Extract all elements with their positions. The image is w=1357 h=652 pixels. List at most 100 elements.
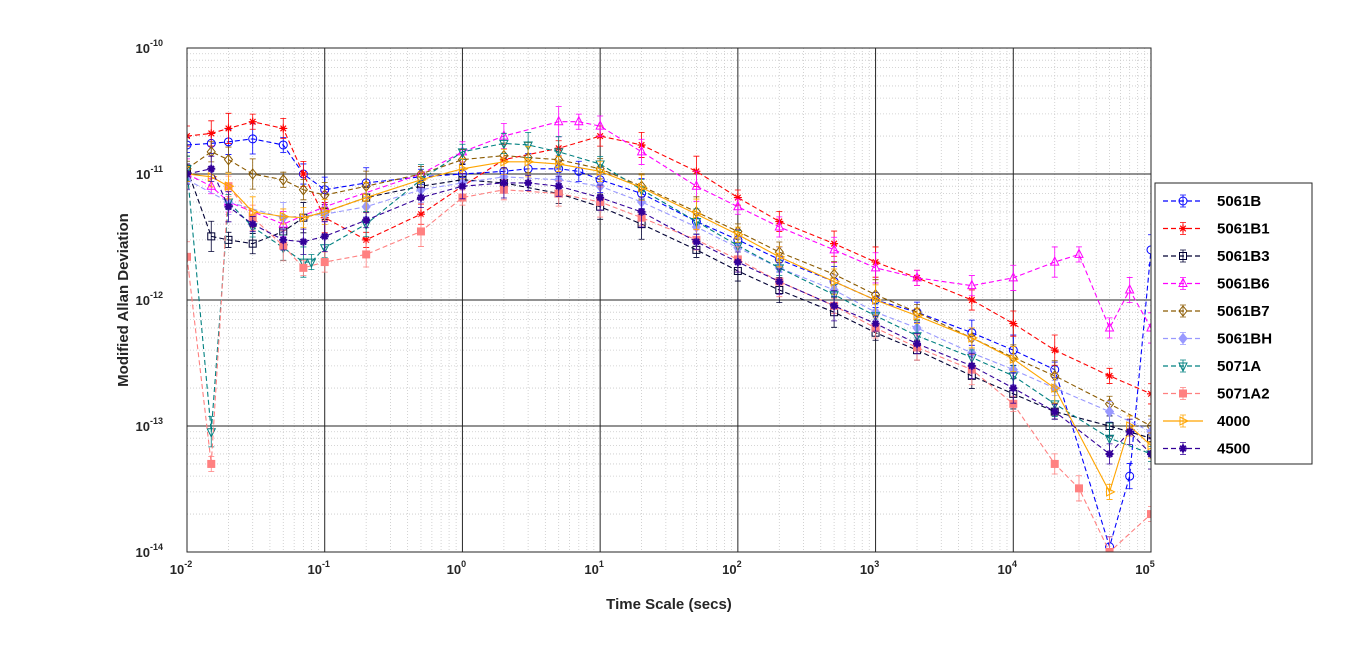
error-bar [776,246,783,268]
legend-item-5061B7: 5061B7 [1163,303,1270,320]
data-point [1105,371,1114,380]
legend-marker [1178,362,1188,373]
data-point [692,237,701,246]
data-point [362,216,371,225]
data-point [187,162,192,175]
data-point [574,115,584,126]
data-point [249,207,259,217]
error-bar [555,156,562,172]
error-bar [1148,445,1151,462]
data-point [596,166,607,177]
data-point [830,276,841,287]
data-point [299,170,308,178]
error-bar [280,208,287,225]
data-point [1074,484,1083,493]
series-4000 [187,146,1151,500]
data-point [1104,321,1115,332]
data-point [1146,425,1151,438]
data-point [1050,346,1059,355]
data-point [968,333,978,343]
error-bar [1148,415,1151,437]
data-point [913,310,924,321]
data-point [774,220,785,231]
legend-error-bar [1180,304,1186,318]
legend-label: 5061B3 [1217,248,1270,265]
y-axis-title: Modified Allan Deviation [115,213,132,387]
error-bar [1148,432,1151,459]
x-axis-title: Time Scale (secs) [606,596,732,613]
legend-label: 4500 [1217,441,1250,458]
data-point [1146,321,1151,332]
grid [186,47,1152,553]
data-point [458,163,469,174]
legend-marker [1178,305,1188,317]
legend-label: 5071A [1217,358,1261,375]
legend-error-bar [1180,414,1186,428]
data-point [636,145,647,156]
error-bar [1010,346,1017,373]
data-point [691,180,702,190]
error-bar [1051,372,1058,404]
data-point [223,153,234,166]
data-point [870,261,881,272]
data-point [416,210,425,219]
data-point [733,200,743,211]
series-layer [187,106,1151,552]
data-point [1146,420,1151,432]
error-bar [249,158,256,190]
error-bar [597,115,604,137]
data-point [306,258,317,269]
error-bar [187,241,190,273]
legend-item-5061B: 5061B [1163,193,1261,210]
data-point [1009,319,1018,328]
data-point [187,165,192,175]
data-point [1009,354,1020,364]
data-point [1049,255,1060,266]
legend-label: 5061B [1217,193,1261,210]
data-point [207,164,216,173]
data-point [278,173,288,186]
data-point [416,227,425,236]
data-point [279,211,290,222]
data-point [830,301,839,310]
data-point [248,134,258,144]
data-point [206,180,217,190]
data-point [913,339,922,348]
data-point [362,192,373,203]
data-point [1050,459,1059,468]
data-point [1104,434,1115,445]
data-point [224,181,235,192]
error-bar [208,416,215,448]
data-point [1105,449,1114,458]
data-point [829,243,839,254]
data-point [692,209,703,219]
error-bar [1010,264,1017,291]
error-bar [300,179,307,201]
data-point [638,182,648,193]
legend-item-5071A2: 5071A2 [1163,386,1270,403]
error-bar [1148,383,1151,405]
error-bar [914,307,921,324]
data-point [1124,283,1135,294]
error-bar [1148,506,1151,523]
data-point [553,148,564,158]
legend-marker [1179,224,1187,233]
data-point [553,115,564,126]
legend-item-4500: 4500 [1163,441,1250,458]
legend-item-5061B3: 5061B3 [1163,248,1270,265]
data-point [500,156,511,167]
data-point [299,263,308,272]
data-point [775,252,786,262]
data-point [1146,245,1151,255]
error-bar [693,198,700,230]
data-point [207,232,216,241]
data-point [362,250,371,259]
data-point [733,258,742,267]
error-bar [597,160,604,182]
legend-label: 5061B1 [1217,221,1270,238]
data-point [1008,271,1019,282]
data-point [321,207,331,217]
data-point [1147,510,1151,519]
data-point [320,258,329,267]
